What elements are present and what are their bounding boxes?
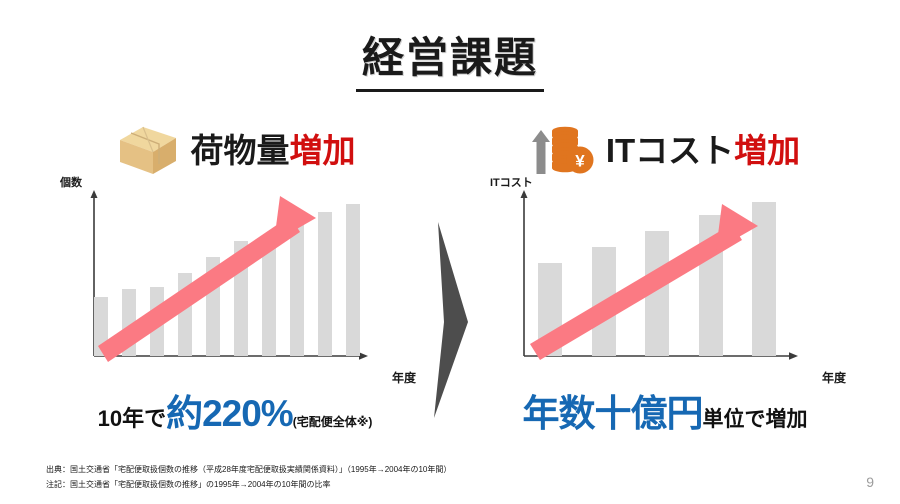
svg-text:¥: ¥ — [575, 152, 585, 171]
chart-it-cost-x-axis-label: 年度 — [821, 371, 846, 385]
bar — [150, 287, 164, 356]
up-arrow-icon — [531, 130, 550, 174]
panel-packages-heading: 荷物量増加 — [40, 120, 430, 180]
bar — [318, 212, 332, 356]
divider-arrow-icon — [418, 222, 472, 418]
bar — [234, 240, 248, 356]
caption-it-cost-main: 年数十億円 — [522, 393, 704, 434]
chart-packages-bars — [94, 196, 360, 356]
cardboard-box-icon — [115, 122, 181, 178]
panel-it-cost-heading-dark: ITコスト — [605, 131, 735, 169]
bar — [206, 256, 220, 356]
panel-packages-heading-accent: 増加 — [289, 131, 356, 169]
panel-it-cost-heading: ¥ ITコスト増加 — [470, 120, 860, 180]
caption-packages-prefix: 10年で — [97, 406, 167, 431]
panel-it-cost-heading-accent: 増加 — [734, 131, 801, 169]
bar — [591, 247, 616, 356]
caption-packages-main: 約220% — [166, 393, 294, 434]
panel-it-cost: ¥ ITコスト増加 ITコスト 年度 — [470, 110, 860, 440]
chart-packages-y-axis-label: 個数 — [60, 177, 82, 189]
caption-packages-suffix: (宅配便全体※) — [292, 415, 373, 429]
bar — [94, 296, 108, 356]
bar — [346, 204, 360, 356]
coins-stack-icon: ¥ — [530, 122, 596, 178]
footnote-note: 注記：国土交通省「宅配便取扱個数の推移」の1995年→2004年の10年間の比率 — [46, 479, 331, 489]
bar — [698, 215, 723, 356]
bar — [645, 231, 669, 356]
bar — [262, 237, 276, 356]
chart-packages-x-axis-label: 年度 — [391, 371, 416, 385]
chart-it-cost: ITコスト 年度 — [490, 177, 846, 385]
bar — [752, 202, 776, 356]
caption-packages: 10年で約220%(宅配便全体※) — [40, 395, 430, 432]
panel-it-cost-heading-text: ITコスト増加 — [606, 134, 800, 167]
panel-packages-heading-dark: 荷物量 — [190, 131, 290, 169]
footnotes: 出典：国土交通省「宅配便取扱個数の推移（平成28年度宅配便取扱実績関係資料）」（… — [46, 462, 451, 492]
caption-it-cost: 年数十億円単位で増加 — [470, 395, 860, 432]
bar — [290, 224, 304, 356]
page-title: 経営課題 — [0, 24, 900, 92]
page-title-text: 経営課題 — [355, 24, 544, 92]
chart-packages-plot — [94, 196, 360, 362]
chart-packages: 個数 年度 — [60, 177, 416, 385]
bar — [122, 288, 136, 356]
caption-it-cost-suffix: 単位で増加 — [702, 408, 808, 431]
footnote-source: 出典：国土交通省「宅配便取扱個数の推移（平成28年度宅配便取扱実績関係資料）」（… — [46, 464, 452, 474]
chart-it-cost-y-axis-label: ITコスト — [490, 177, 533, 189]
panel-packages-heading-text: 荷物量増加 — [191, 134, 356, 167]
page-number: 9 — [866, 474, 874, 490]
bar — [178, 272, 192, 356]
chart-it-cost-plot — [524, 196, 790, 360]
chart-it-cost-bars — [524, 196, 790, 356]
bar — [538, 263, 562, 356]
panel-packages: 荷物量増加 個数 年度 — [40, 110, 430, 440]
